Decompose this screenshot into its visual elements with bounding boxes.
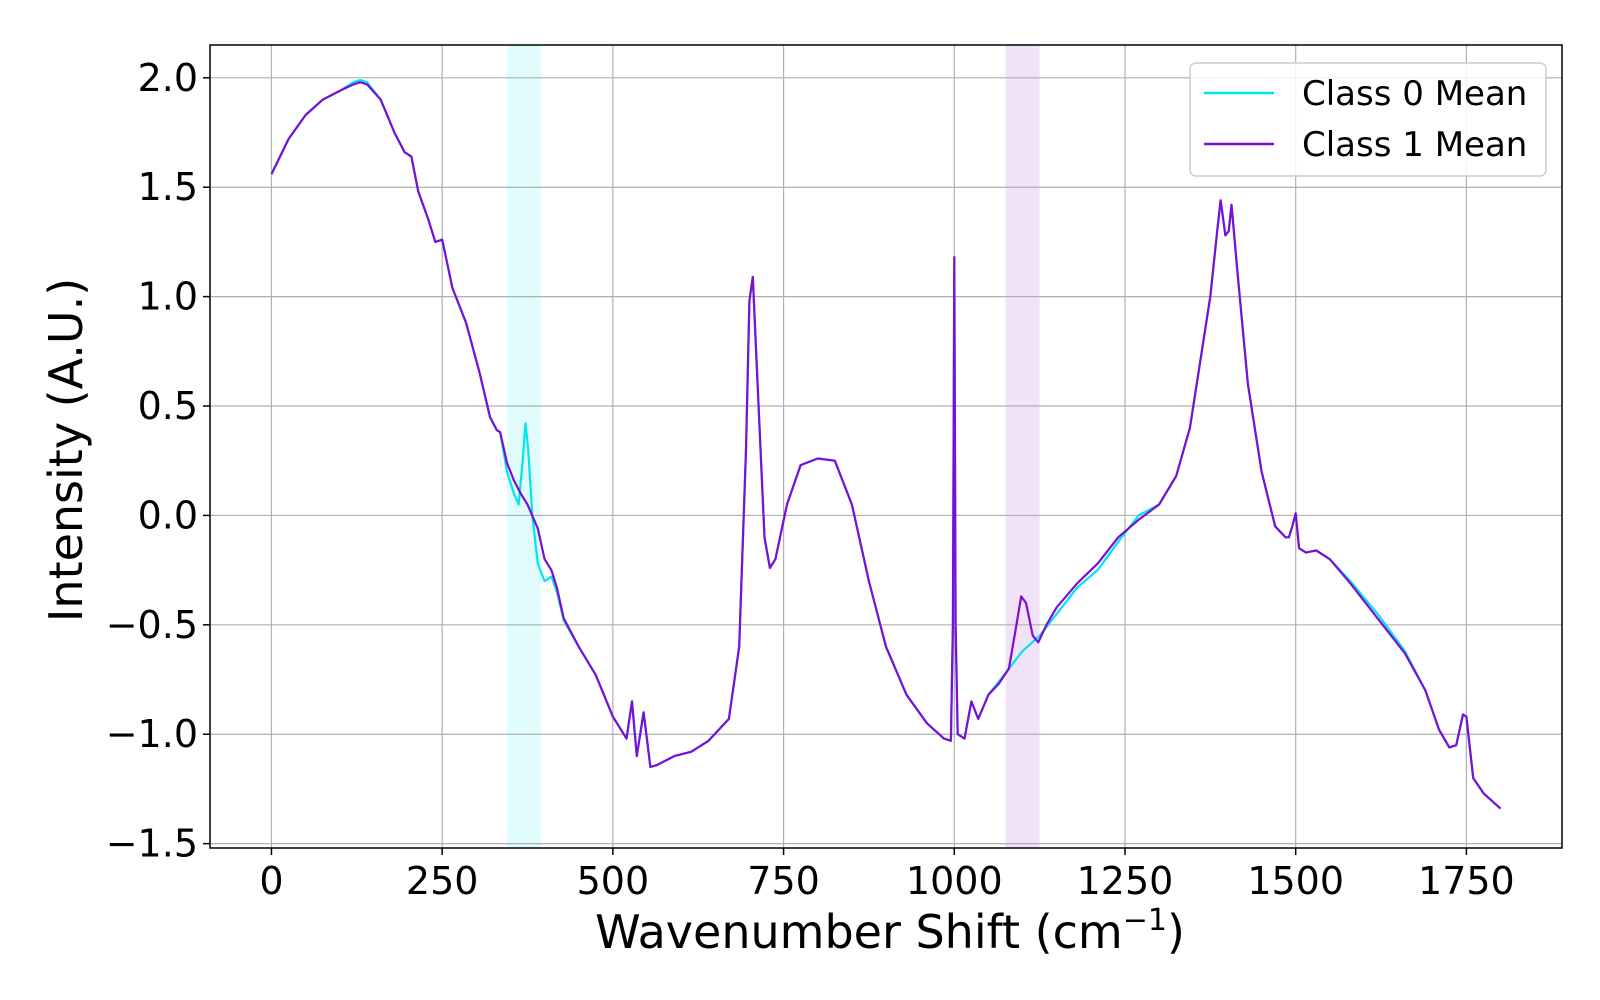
legend-label: Class 0 Mean [1302,74,1527,114]
y-axis-ticks: −1.5 −1.0 −0.5 0.0 0.5 1.0 1.5 2.0 [106,56,210,866]
y-tick-label: 1.0 [138,275,198,319]
y-tick-label: 2.0 [138,56,198,100]
series-line-class-0 [270,78,1502,810]
highlight-bands [507,45,1040,848]
x-axis-label-main: Wavenumber Shift (cm [595,905,1123,959]
legend-label: Class 1 Mean [1302,125,1527,165]
y-axis-label: Intensity (A.U.) [39,278,93,622]
x-axis-label-superscript: −1 [1123,903,1167,938]
series-lines [270,78,1502,810]
legend: Class 0 Mean Class 1 Mean [1189,62,1547,177]
y-tick-label: −1.5 [106,822,198,866]
x-tick-label: 1250 [1077,859,1174,903]
x-tick-label: 250 [406,859,479,903]
x-tick-label: 500 [577,859,650,903]
plot-frame [209,44,1563,849]
x-tick-label: 750 [747,859,820,903]
y-tick-label: 0.5 [138,384,198,428]
series-line-class-1 [270,81,1502,810]
x-tick-label: 1750 [1418,859,1515,903]
y-tick-label: 0.0 [138,493,198,537]
x-tick-label: 1500 [1247,859,1344,903]
y-tick-label: −0.5 [106,603,198,647]
x-tick-label: 1000 [906,859,1003,903]
x-tick-label: 0 [259,859,283,903]
legend-box [1189,62,1547,177]
grid-lines [210,45,1562,848]
x-axis-label-close: ) [1167,905,1185,959]
x-axis-label: Wavenumber Shift (cm−1) [595,903,1185,959]
y-tick-label: −1.0 [106,712,198,756]
y-tick-label: 1.5 [138,165,198,209]
x-axis-ticks: 0 250 500 750 1000 1250 1500 1750 [259,848,1515,903]
highlight-band [1005,45,1040,848]
